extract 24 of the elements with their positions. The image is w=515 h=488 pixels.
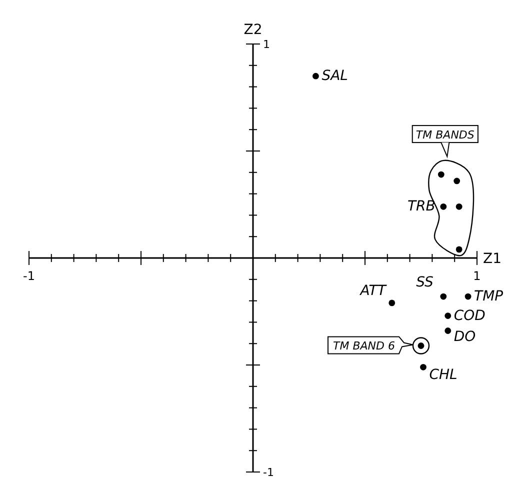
point [420, 364, 426, 370]
annotation: COD [454, 308, 486, 324]
point [456, 246, 462, 253]
annotation: TM BANDS [416, 128, 474, 142]
point [444, 312, 452, 319]
point [454, 178, 460, 184]
point [312, 72, 319, 80]
annotation: TRB [408, 198, 436, 215]
point [464, 293, 472, 300]
annotation: ATT [359, 282, 388, 299]
annotation: CHL [429, 367, 458, 384]
x-axis-title: Z1 [483, 251, 502, 267]
point [456, 203, 462, 210]
y-axis-title: Z2 [244, 22, 262, 38]
point [388, 300, 396, 306]
annotation: TMP [474, 288, 504, 305]
point [440, 293, 447, 300]
point [444, 328, 452, 334]
annotation: DO [454, 328, 476, 345]
annotation: SS [416, 274, 434, 291]
point [438, 171, 444, 178]
point [440, 203, 447, 210]
annotation: TM BAND 6 [333, 340, 395, 353]
annotation: SAL [322, 68, 348, 84]
